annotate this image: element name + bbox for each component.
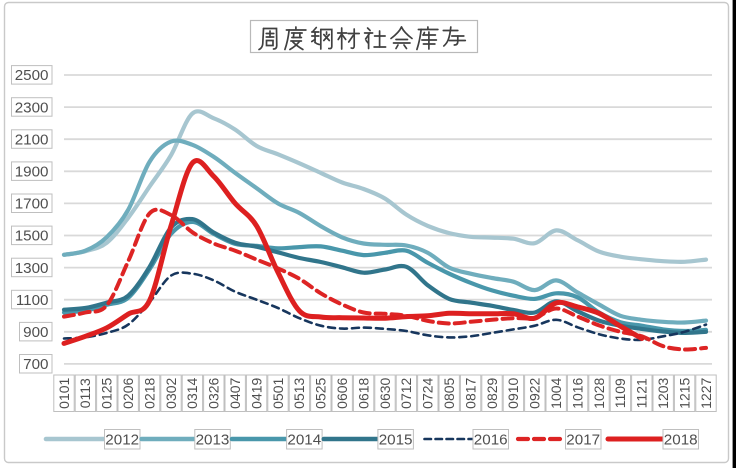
svg-text:1227: 1227 [698, 377, 714, 408]
svg-text:0101: 0101 [56, 377, 72, 408]
svg-text:1700: 1700 [15, 196, 49, 213]
svg-text:0501: 0501 [270, 377, 286, 408]
svg-text:2013: 2013 [196, 431, 230, 448]
svg-text:1215: 1215 [676, 377, 692, 408]
svg-text:1203: 1203 [655, 377, 671, 408]
svg-text:0525: 0525 [313, 377, 329, 408]
svg-text:1004: 1004 [548, 377, 564, 408]
svg-text:0419: 0419 [248, 377, 264, 408]
svg-text:2014: 2014 [287, 431, 321, 448]
svg-text:2300: 2300 [15, 99, 49, 116]
svg-text:2017: 2017 [566, 431, 600, 448]
svg-text:2015: 2015 [379, 431, 413, 448]
svg-text:1900: 1900 [15, 164, 49, 181]
svg-text:1300: 1300 [15, 260, 49, 277]
svg-text:1121: 1121 [634, 378, 650, 408]
svg-text:1500: 1500 [15, 228, 49, 245]
svg-text:0606: 0606 [334, 377, 350, 408]
svg-text:0712: 0712 [398, 377, 414, 408]
svg-text:900: 900 [23, 324, 48, 341]
svg-text:0630: 0630 [377, 377, 393, 408]
svg-text:0218: 0218 [141, 377, 157, 408]
svg-text:0922: 0922 [527, 377, 543, 408]
svg-text:2012: 2012 [105, 431, 139, 448]
svg-text:1016: 1016 [569, 377, 585, 408]
svg-text:1100: 1100 [16, 292, 49, 309]
svg-text:2016: 2016 [474, 431, 508, 448]
svg-text:0302: 0302 [163, 377, 179, 408]
svg-text:0113: 0113 [77, 378, 93, 408]
svg-text:0326: 0326 [206, 377, 222, 408]
svg-text:700: 700 [23, 356, 48, 373]
svg-text:0407: 0407 [227, 377, 243, 408]
svg-text:0910: 0910 [505, 377, 521, 408]
svg-text:0817: 0817 [462, 377, 478, 408]
svg-text:0618: 0618 [355, 377, 371, 408]
svg-text:0724: 0724 [420, 377, 436, 408]
svg-text:0513: 0513 [291, 377, 307, 408]
svg-text:0125: 0125 [99, 377, 115, 408]
svg-text:0314: 0314 [184, 377, 200, 408]
svg-text:0805: 0805 [441, 377, 457, 408]
svg-text:2500: 2500 [15, 67, 49, 84]
svg-text:1028: 1028 [591, 377, 607, 408]
svg-text:1109: 1109 [612, 378, 628, 408]
svg-text:0829: 0829 [484, 377, 500, 408]
svg-text:0206: 0206 [120, 377, 136, 408]
svg-text:2018: 2018 [664, 431, 698, 448]
svg-text:2100: 2100 [15, 131, 49, 148]
